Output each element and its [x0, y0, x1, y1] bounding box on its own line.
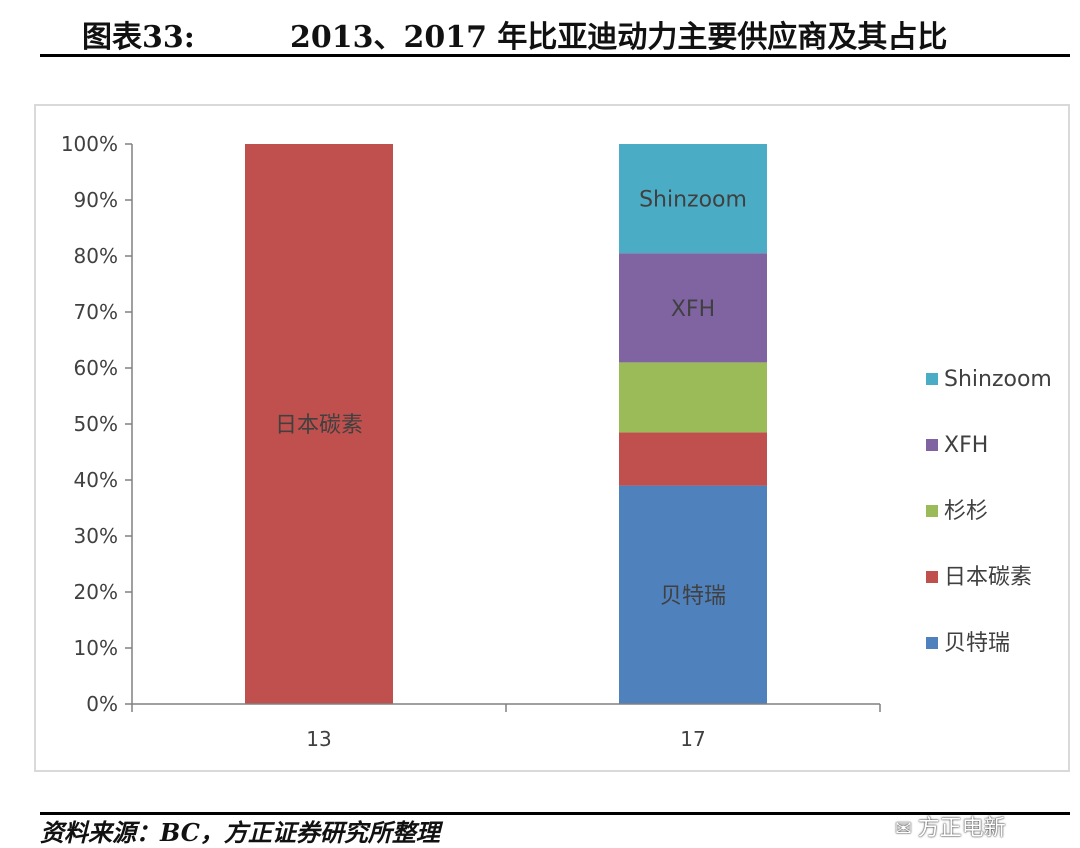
y-tick-label: 80% [74, 244, 118, 268]
bar-segment [619, 432, 767, 486]
wechat-icon: ✉ [895, 816, 912, 840]
y-tick-label: 30% [74, 524, 118, 548]
y-tick-label: 0% [86, 692, 118, 716]
legend-label: 日本碳素 [944, 565, 1032, 590]
y-tick-label: 90% [74, 188, 118, 212]
chart-frame: 日本碳素贝特瑞 XFH Shinzoom 0% 10% 20% 30% 40% 50% 60% 70… [34, 104, 1070, 772]
legend-swatch [926, 439, 938, 451]
y-tick-label: 40% [74, 468, 118, 492]
data-label: XFH [671, 297, 715, 322]
bar-segment [619, 144, 767, 254]
legend-label: 贝特瑞 [944, 631, 1010, 656]
legend-label: 杉杉 [944, 499, 988, 524]
legend-swatch [926, 505, 938, 517]
legend-label: XFH [944, 433, 988, 458]
bar-segment [245, 144, 393, 704]
y-tick-label: 100% [61, 132, 118, 156]
x-tick-label: 13 [306, 727, 331, 751]
data-label: 贝特瑞 [660, 584, 726, 609]
bar-segment [619, 485, 767, 704]
figure-title: 2013、2017 年比亚迪动力主要供应商及其占比 [290, 20, 948, 55]
y-tick-label: 20% [74, 580, 118, 604]
data-label: 日本碳素 [275, 413, 363, 438]
watermark-text: 方正电新 [917, 816, 1006, 841]
y-tick-label: 70% [74, 300, 118, 324]
y-tick-label: 60% [74, 356, 118, 380]
bar-segment [619, 362, 767, 433]
figure-label: 图表33: [82, 20, 195, 55]
watermark: ✉ 方正电新 [895, 810, 1006, 842]
y-tick-label: 50% [74, 412, 118, 436]
legend-swatch [926, 637, 938, 649]
y-tick-label: 10% [74, 636, 118, 660]
data-label: Shinzoom [639, 188, 747, 213]
legend-swatch [926, 571, 938, 583]
legend-swatch [926, 373, 938, 385]
source-note: 资料来源：BC，方正证券研究所整理 [40, 818, 440, 847]
bar-segment [619, 253, 767, 363]
x-tick-label: 17 [680, 727, 705, 751]
figure-header: 图表33: 2013、2017 年比亚迪动力主要供应商及其占比 [40, 8, 1070, 57]
legend-label: Shinzoom [944, 367, 1052, 392]
footer-rule [40, 812, 1070, 815]
